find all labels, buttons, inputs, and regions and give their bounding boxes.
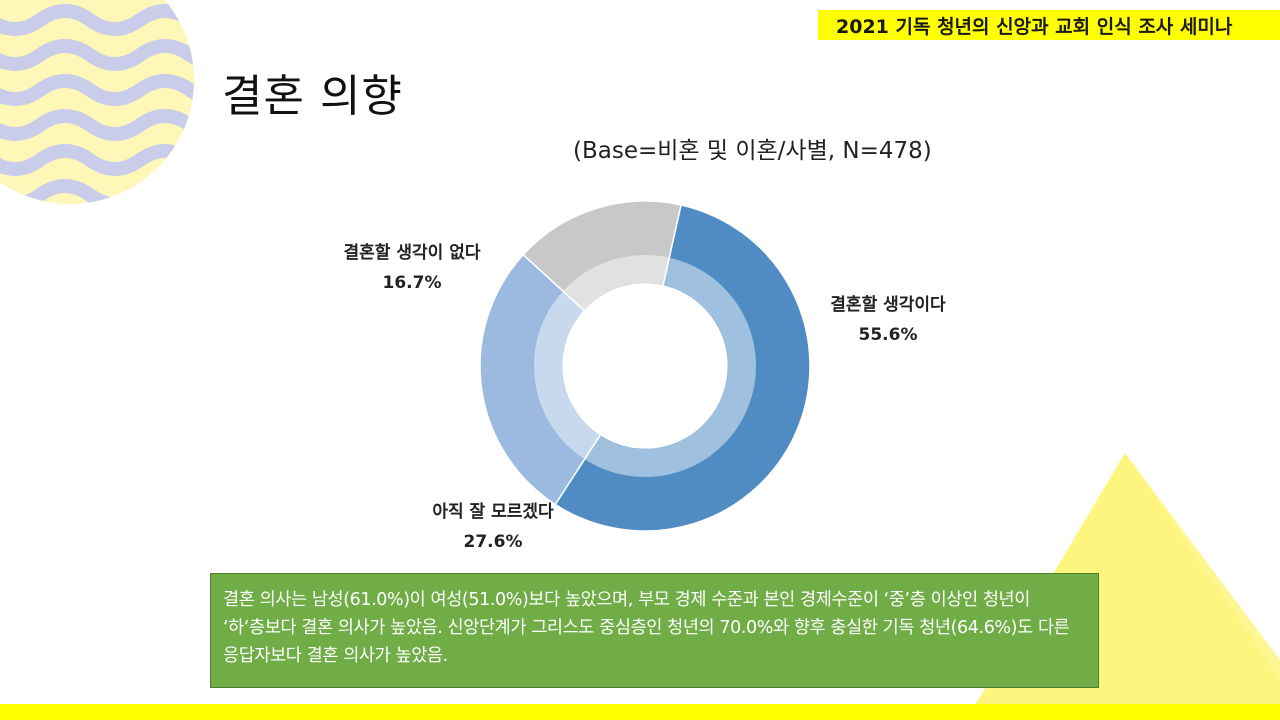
summary-box: 결혼 의사는 남성(61.0%)이 여성(51.0%)보다 높았으며, 부모 경… (210, 573, 1099, 688)
summary-text: 결혼 의사는 남성(61.0%)이 여성(51.0%)보다 높았으며, 부모 경… (223, 590, 1070, 666)
slice-label-yes: 결혼할 생각이다 (830, 294, 946, 315)
slice-value-no: 16.7% (383, 273, 442, 293)
wave-circle-decoration (0, 0, 194, 204)
slice-label-unsure: 아직 잘 모르겠다 (432, 501, 554, 522)
header-banner (818, 10, 1280, 40)
base-note: (Base=비혼 및 이혼/사별, N=478) (573, 138, 932, 164)
bottom-bar (0, 704, 1280, 720)
slide-title: 결혼 의향 (222, 71, 403, 122)
header-title: 2021 기독 청년의 신앙과 교회 인식 조사 세미나 (836, 16, 1233, 38)
slice-value-yes: 55.6% (859, 325, 918, 345)
slice-value-unsure: 27.6% (464, 532, 523, 552)
slice-label-no: 결혼할 생각이 없다 (344, 242, 481, 263)
